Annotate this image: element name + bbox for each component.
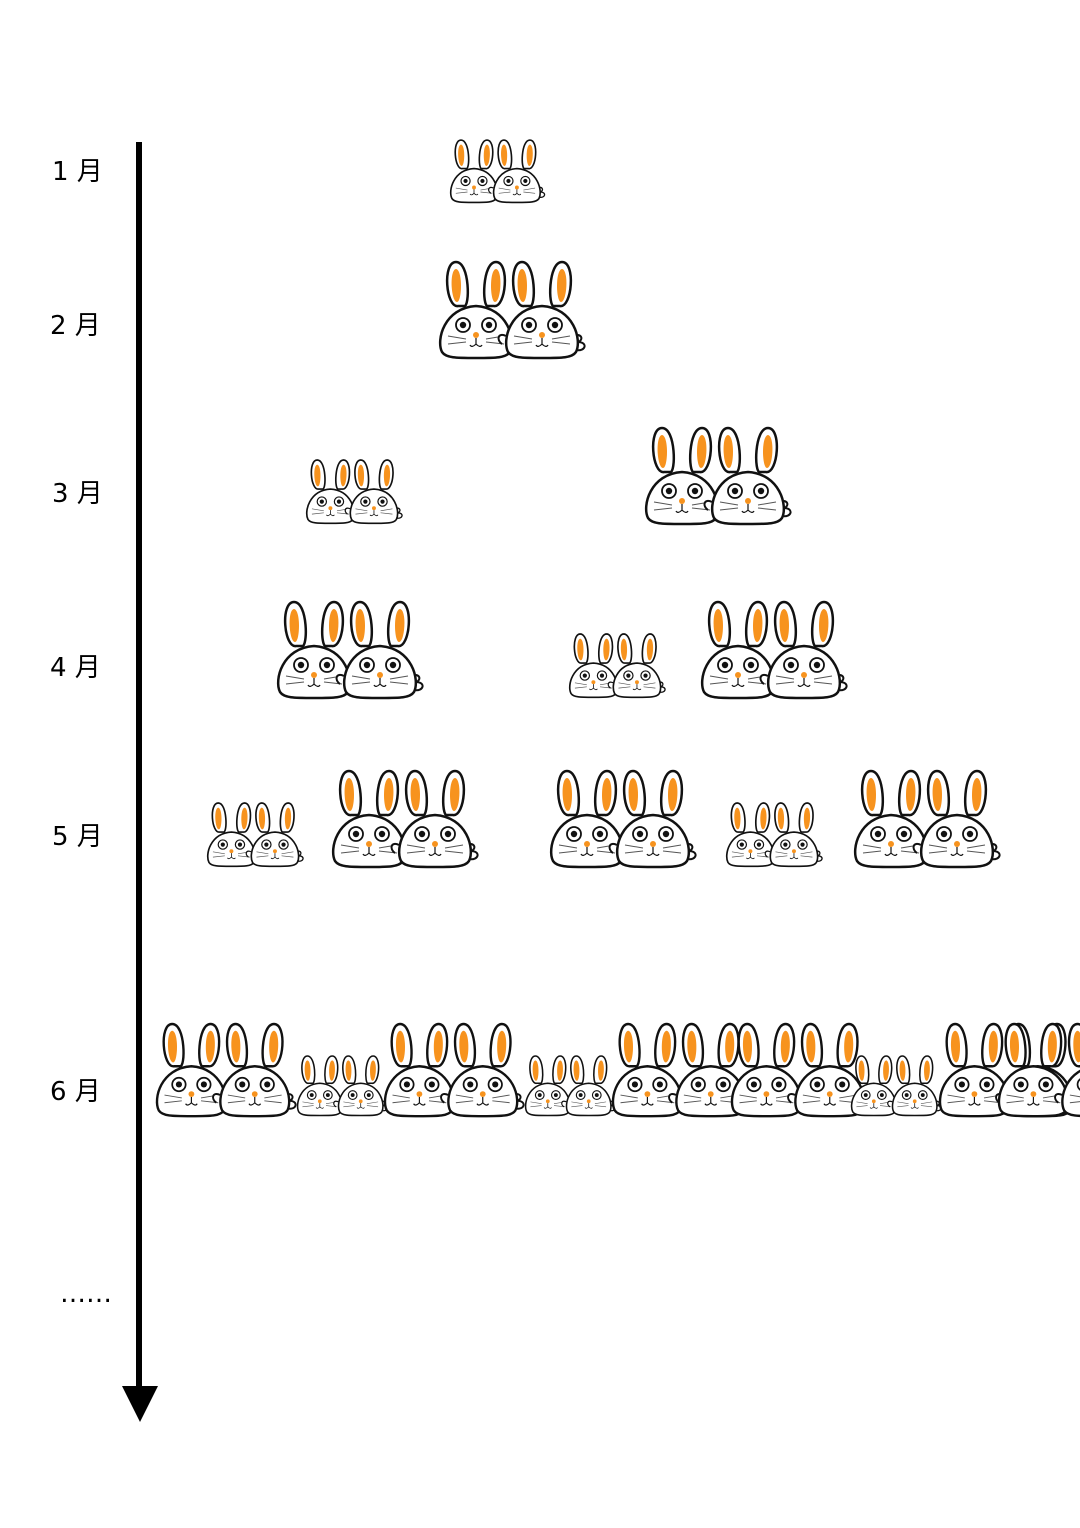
adult-rabbit-pair-icon — [551, 771, 695, 867]
rabbit-pairs-layer — [157, 140, 1080, 1116]
month-6-rabbits — [157, 1024, 1080, 1116]
adult-rabbit-pair-icon — [440, 262, 584, 358]
young-rabbit-pair-icon — [451, 140, 545, 202]
adult-rabbit-pair-icon — [855, 771, 999, 867]
continuation-ellipsis: …… — [60, 1279, 112, 1309]
adult-rabbit-pair-icon — [852, 1056, 942, 1116]
month-label-1: 1 月 — [52, 157, 103, 187]
adult-rabbit-pair-icon — [732, 1024, 871, 1116]
adult-rabbit-pair-icon — [702, 602, 846, 698]
adult-rabbit-pair-icon — [385, 1024, 524, 1116]
young-rabbit-pair-icon — [570, 634, 665, 697]
adult-rabbit-pair-icon — [333, 771, 477, 867]
adult-rabbit-pair-icon — [157, 1024, 296, 1116]
young-rabbit-pair-icon — [298, 1056, 388, 1116]
adult-rabbit-pair-icon — [278, 602, 422, 698]
month-1-rabbits — [451, 140, 545, 202]
adult-rabbit-pair-icon — [646, 428, 790, 524]
month-3-rabbits — [307, 428, 791, 524]
month-label-2: 2 月 — [50, 311, 101, 341]
young-rabbit-pair-icon — [307, 460, 402, 523]
month-label-6: 6 月 — [50, 1077, 101, 1107]
month-label-3: 3 月 — [52, 479, 103, 509]
timeline-arrowhead — [122, 1386, 158, 1422]
young-rabbit-pair-icon — [727, 803, 822, 866]
month-5-rabbits — [208, 771, 1000, 867]
month-2-rabbits — [440, 262, 584, 358]
adult-rabbit-pair-icon — [999, 1024, 1080, 1116]
month-label-5: 5 月 — [52, 822, 103, 852]
young-rabbit-pair-icon — [526, 1056, 616, 1116]
young-rabbit-pair-icon — [208, 803, 303, 866]
month-4-rabbits — [278, 602, 846, 698]
month-label-4: 4 月 — [50, 653, 101, 683]
